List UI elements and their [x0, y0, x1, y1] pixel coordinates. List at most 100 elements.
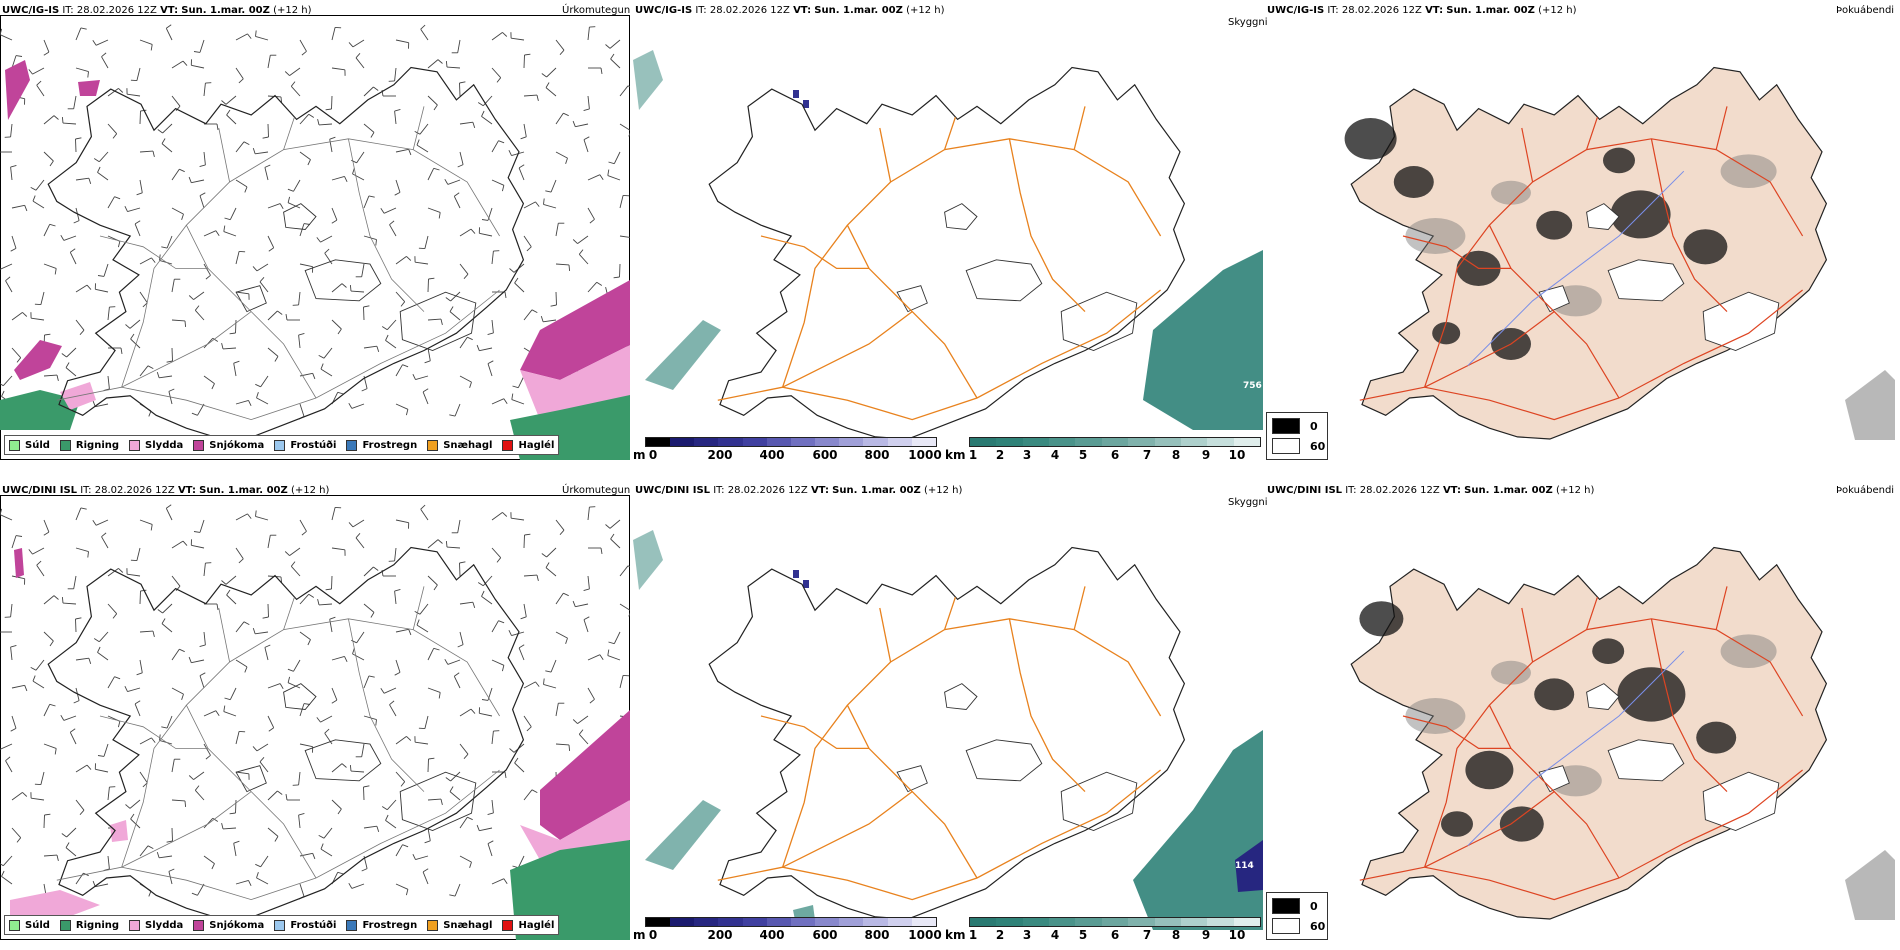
road-network: [1359, 586, 1804, 901]
visibility-value-label: 756: [1243, 381, 1262, 391]
wind-barbs: [0, 504, 630, 900]
glacier-outline: [896, 683, 1138, 831]
low-visibility-area: [645, 800, 721, 870]
cloud-map-0: 756 660: [633, 50, 1263, 440]
road-network: [717, 106, 1162, 421]
legend-swatch: [9, 919, 20, 931]
fog-area: [1432, 322, 1461, 345]
river: [1467, 170, 1685, 366]
panel-header: UWC/DINI ISL IT: 28.02.2026 12Z VT: Sun.…: [1267, 485, 1595, 496]
fog-title: Þokuábendi: [1836, 485, 1895, 496]
low-visibility-area: [633, 530, 663, 590]
visibility-colorbar: km 1 2 3 4 5 6 7 8 9 10: [945, 917, 1263, 940]
road-network: [1359, 106, 1804, 421]
fog-area: [1696, 721, 1737, 754]
snow-area: [5, 60, 30, 120]
fog-area: [1491, 660, 1531, 685]
fog-area: [1592, 638, 1625, 664]
low-visibility-area: [1143, 250, 1263, 430]
cloud-map-1: 114: [633, 530, 1263, 930]
low-visibility-area: [645, 320, 721, 390]
fog-area: [1359, 601, 1404, 637]
visibility-value-label: 114: [1235, 861, 1254, 871]
coastline: [708, 66, 1186, 440]
fog-area: [1845, 370, 1895, 440]
legend-swatch: [502, 439, 514, 451]
ceiling-colorbar: m 0 200 400 600 800 1000: [633, 917, 943, 940]
fog-area: [1720, 154, 1777, 188]
fog-area: [1465, 750, 1514, 790]
snow-area: [78, 80, 100, 96]
panel-header: UWC/DINI ISL IT: 28.02.2026 12Z VT: Sun.…: [2, 485, 330, 496]
precip-panel-0: UWC/IG-IS IT: 28.02.2026 12Z VT: Sun. 1.…: [0, 0, 630, 460]
low-ceiling-area: [803, 580, 809, 588]
precip-legend: Súld Rigning Slydda Snjókoma Frostúði Fr…: [4, 435, 560, 455]
low-ceiling-area: [1235, 840, 1263, 892]
precip-map-1: [0, 504, 630, 940]
fog-legend-0: 0 60: [1266, 412, 1328, 460]
glacier-outline: [235, 203, 477, 351]
panel-header: UWC/IG-IS IT: 28.02.2026 12Z VT: Sun. 1.…: [635, 5, 945, 16]
visibility-colorbar: km 1 2 3 4 5 6 7 8 9 10: [945, 437, 1263, 460]
panel-header: UWC/DINI ISL IT: 28.02.2026 12Z VT: Sun.…: [635, 485, 963, 496]
road-network: [56, 586, 500, 901]
fog-area: [1393, 166, 1434, 198]
fog-legend-1: 0 60: [1266, 892, 1328, 940]
fog-area: [1617, 667, 1686, 722]
legend-swatch: [59, 919, 71, 931]
panel-header: UWC/IG-IS IT: 28.02.2026 12Z VT: Sun. 1.…: [1267, 5, 1577, 16]
coastline: [708, 546, 1186, 920]
legend-swatch: [129, 439, 141, 451]
legend-swatch: [9, 439, 20, 451]
legend-swatch: [427, 439, 439, 451]
low-ceiling-area: [793, 90, 799, 98]
low-visibility-area: [633, 50, 663, 110]
precip-title: Úrkomutegund: [562, 485, 630, 496]
fog-area: [1720, 634, 1777, 668]
fog-area: [1441, 811, 1473, 837]
precip-legend: Súld Rigning Slydda Snjókoma Frostúði Fr…: [4, 915, 560, 935]
fog-area: [1534, 678, 1575, 711]
fog-panel-0: UWC/IG-IS IT: 28.02.2026 12Z VT: Sun. 1.…: [1265, 0, 1895, 460]
fog-area: [1536, 210, 1573, 240]
coastline: [1350, 546, 1828, 920]
fog-area: [1683, 229, 1728, 265]
legend-swatch: [59, 439, 71, 451]
glacier-outline: [235, 683, 477, 831]
snow-area: [540, 710, 630, 840]
road-network: [56, 106, 500, 421]
legend-swatch: [274, 919, 286, 931]
cloud-panel-0: 756 660 UWC/IG-IS IT: 28.02.2026 12Z VT: …: [633, 0, 1263, 460]
glacier-outline: [896, 203, 1138, 351]
panel-header: UWC/IG-IS IT: 28.02.2026 12Z VT: Sun. 1.…: [2, 5, 312, 16]
fog-area: [1405, 698, 1466, 734]
road-network: [717, 586, 1162, 901]
legend-swatch: [346, 439, 358, 451]
glacier-outline: [1538, 203, 1780, 351]
fog-area: [1603, 147, 1635, 174]
legend-swatch: [274, 439, 286, 451]
legend-swatch: [193, 919, 205, 931]
fog-panel-1: UWC/DINI ISL IT: 28.02.2026 12Z VT: Sun.…: [1265, 480, 1895, 940]
snow-area: [14, 548, 24, 578]
ceiling-value-label: 660: [649, 421, 668, 431]
coastline: [47, 66, 525, 440]
legend-swatch: [427, 919, 439, 931]
fog-area: [1845, 850, 1895, 920]
sleet-area: [10, 890, 100, 920]
cloud-panel-1: 114 UWC/DINI ISL IT: 28.02.2026 12Z VT: …: [633, 480, 1263, 940]
ceiling-colorbar: m 0 200 400 600 800 1000: [633, 437, 943, 460]
legend-swatch: [193, 439, 205, 451]
low-ceiling-area: [793, 570, 799, 578]
precip-map-0: [0, 24, 630, 460]
snow-area: [14, 340, 62, 380]
model-name: UWC/IG-IS: [2, 5, 60, 16]
coastline: [47, 546, 525, 920]
fog-map-1: [1350, 546, 1895, 920]
legend-swatch: [502, 919, 514, 931]
coastline: [1350, 66, 1828, 440]
fog-area: [1491, 180, 1531, 205]
cloud-title: Skyggni: [1228, 17, 1268, 28]
model-name: UWC/DINI ISL: [2, 485, 78, 496]
fog-area: [1405, 218, 1466, 254]
